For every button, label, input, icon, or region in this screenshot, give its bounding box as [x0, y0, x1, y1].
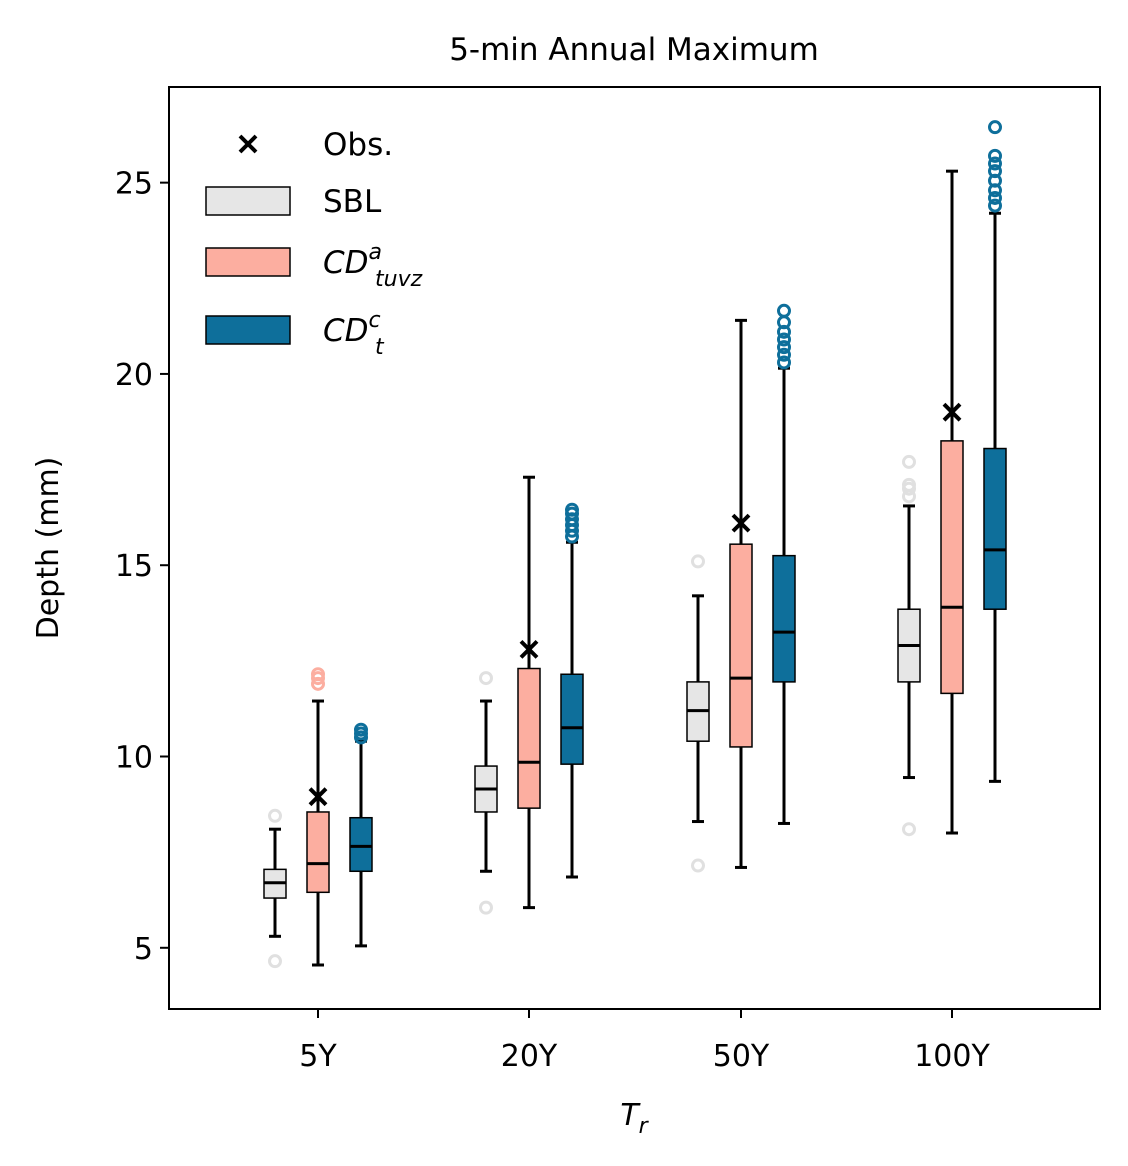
- box: [306, 811, 330, 894]
- legend-label-sup: c: [369, 308, 381, 333]
- legend-label: CDa tuvz: [323, 240, 423, 292]
- legend-label: CDc t: [323, 308, 385, 360]
- legend-label-sup: a: [369, 240, 382, 265]
- y-tick-label: 20: [115, 358, 153, 393]
- box-group: [940, 169, 964, 835]
- legend-label-obs: Obs.: [323, 127, 393, 163]
- box: [349, 816, 373, 873]
- plot-frame: [168, 86, 1101, 1010]
- box: [517, 667, 541, 809]
- outlier-point: [988, 190, 1002, 205]
- legend-label-main: CD: [323, 245, 369, 281]
- outlier-point: [988, 198, 1002, 213]
- legend-swatch: [205, 315, 291, 345]
- box-group: [772, 303, 796, 825]
- outlier-point: [777, 355, 791, 370]
- x-tick-label: 5Y: [299, 1039, 337, 1074]
- chart-title: 5-min Annual Maximum: [449, 32, 819, 68]
- obs-stroke: [519, 639, 539, 659]
- outlier-point: [479, 900, 493, 915]
- box-group: [349, 722, 373, 948]
- box-group: [560, 502, 584, 879]
- obs-marker: [519, 639, 539, 659]
- outlier-point: [777, 347, 791, 362]
- x-tick-label: 50Y: [713, 1039, 770, 1074]
- y-tick-label: 10: [115, 741, 153, 776]
- outlier-point: [311, 667, 325, 682]
- x-tick-label: 20Y: [501, 1039, 558, 1074]
- outlier-point: [902, 477, 916, 492]
- x-tick-label: 100Y: [914, 1039, 990, 1074]
- obs-stroke: [308, 787, 328, 807]
- box-group: [474, 671, 498, 915]
- box-group: [729, 318, 753, 869]
- legend-label-sub: tuvz: [375, 267, 423, 292]
- box: [983, 447, 1007, 610]
- outlier-point: [565, 502, 579, 517]
- box-group: [686, 554, 710, 873]
- x-axis-label: Tr: [620, 1098, 649, 1139]
- legend-obs-marker: [238, 134, 258, 154]
- outlier-point: [691, 554, 705, 569]
- outlier-point: [988, 120, 1002, 135]
- outlier-point: [988, 164, 1002, 179]
- legend-swatch: [205, 247, 291, 277]
- y-tick-label: 15: [115, 549, 153, 584]
- box: [560, 673, 584, 765]
- legend-label-main: CD: [323, 313, 369, 349]
- outlier-point: [902, 454, 916, 469]
- legend-label-sub: t: [375, 335, 385, 360]
- box-group: [263, 808, 287, 969]
- obs-stroke: [942, 402, 962, 422]
- outlier-point: [777, 332, 791, 347]
- outlier-point: [268, 808, 282, 823]
- legend-swatch: [205, 186, 291, 216]
- x-axis: 5Y 20Y 50Y 100Y: [299, 1009, 990, 1074]
- y-tick-label: 25: [115, 167, 153, 202]
- obs-marker: [731, 513, 751, 533]
- box-group: [306, 667, 330, 967]
- outlier-point: [988, 148, 1002, 163]
- x-axis-label-main: T: [620, 1098, 641, 1133]
- plot-area: [263, 120, 1007, 969]
- x-axis-label-subscript: r: [639, 1114, 650, 1139]
- box: [940, 440, 964, 695]
- y-axis: 5 10 15 20 25: [115, 167, 169, 967]
- box-group: [897, 454, 921, 837]
- outlier-point: [902, 822, 916, 837]
- outlier-point: [777, 303, 791, 318]
- obs-stroke: [731, 513, 751, 533]
- obs-marker: [308, 787, 328, 807]
- outlier-point: [988, 156, 1002, 171]
- outlier-point: [354, 722, 368, 737]
- outlier-point: [268, 954, 282, 969]
- outlier-point: [777, 340, 791, 355]
- obs-marker: [942, 402, 962, 422]
- box-group: [983, 120, 1007, 783]
- y-tick-label: 5: [134, 932, 153, 967]
- outlier-point: [479, 671, 493, 686]
- legend-label: SBL: [323, 184, 382, 220]
- box: [772, 554, 796, 683]
- box-group: [517, 475, 541, 910]
- outlier-point: [691, 858, 705, 873]
- y-axis-label: Depth (mm): [31, 457, 66, 640]
- box: [729, 543, 753, 748]
